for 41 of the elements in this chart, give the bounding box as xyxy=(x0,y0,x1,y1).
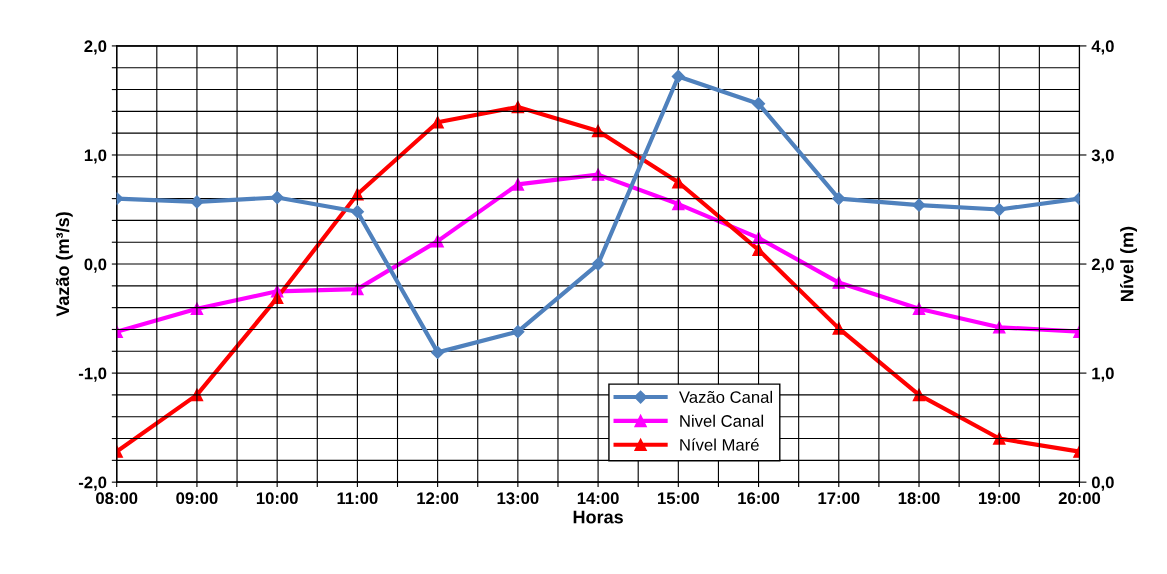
y2-tick-label: 4,0 xyxy=(1091,40,1114,55)
x-tick-label: 18:00 xyxy=(898,492,940,505)
y-tick-label: -1,0 xyxy=(78,367,107,382)
point xyxy=(270,190,284,205)
legend-label: Nível Maré xyxy=(680,438,759,451)
x-tick-label: 19:00 xyxy=(978,492,1020,505)
x-tick-label: 11:00 xyxy=(337,492,378,505)
point xyxy=(270,291,284,305)
y-axis-title: Vazão (m³/s) xyxy=(55,212,73,317)
point xyxy=(350,205,364,219)
y2-axis-title: Nível (m) xyxy=(1120,226,1137,301)
point xyxy=(511,325,525,339)
legend-label: Nivel Canal xyxy=(680,414,764,427)
x-tick-label: 16:00 xyxy=(738,492,780,505)
y-tick-label: 1,0 xyxy=(84,149,107,164)
y-tick-label: -2,0 xyxy=(78,476,107,491)
point xyxy=(912,198,926,212)
y2-tick-label: 1,0 xyxy=(1092,367,1114,382)
point xyxy=(671,69,685,84)
y2-tick-label: 0,0 xyxy=(1091,476,1114,491)
x-tick-label: 15:00 xyxy=(658,492,699,505)
x-tick-label: 12:00 xyxy=(417,492,459,505)
legend-label: Vazão Canal xyxy=(679,390,773,404)
x-axis-title: Horas xyxy=(573,510,623,524)
point xyxy=(832,192,846,206)
x-tick-label: 20:00 xyxy=(1058,492,1101,505)
x-tick-label: 10:00 xyxy=(256,492,298,505)
point xyxy=(992,202,1006,217)
y2-tick-label: 2,0 xyxy=(1091,258,1114,273)
point xyxy=(591,257,605,271)
x-tick-label: 13:00 xyxy=(497,492,539,505)
x-tick-label: 17:00 xyxy=(818,492,860,505)
point xyxy=(190,195,204,209)
point xyxy=(431,345,445,359)
point xyxy=(751,97,766,111)
x-tick-label: 08:00 xyxy=(96,492,138,505)
x-tick-label: 09:00 xyxy=(176,492,218,505)
x-tick-label: 14:00 xyxy=(577,492,619,505)
y-tick-label: 2,0 xyxy=(84,40,107,55)
y2-tick-label: 3,0 xyxy=(1091,149,1114,164)
y-tick-label: 0,0 xyxy=(84,258,107,273)
